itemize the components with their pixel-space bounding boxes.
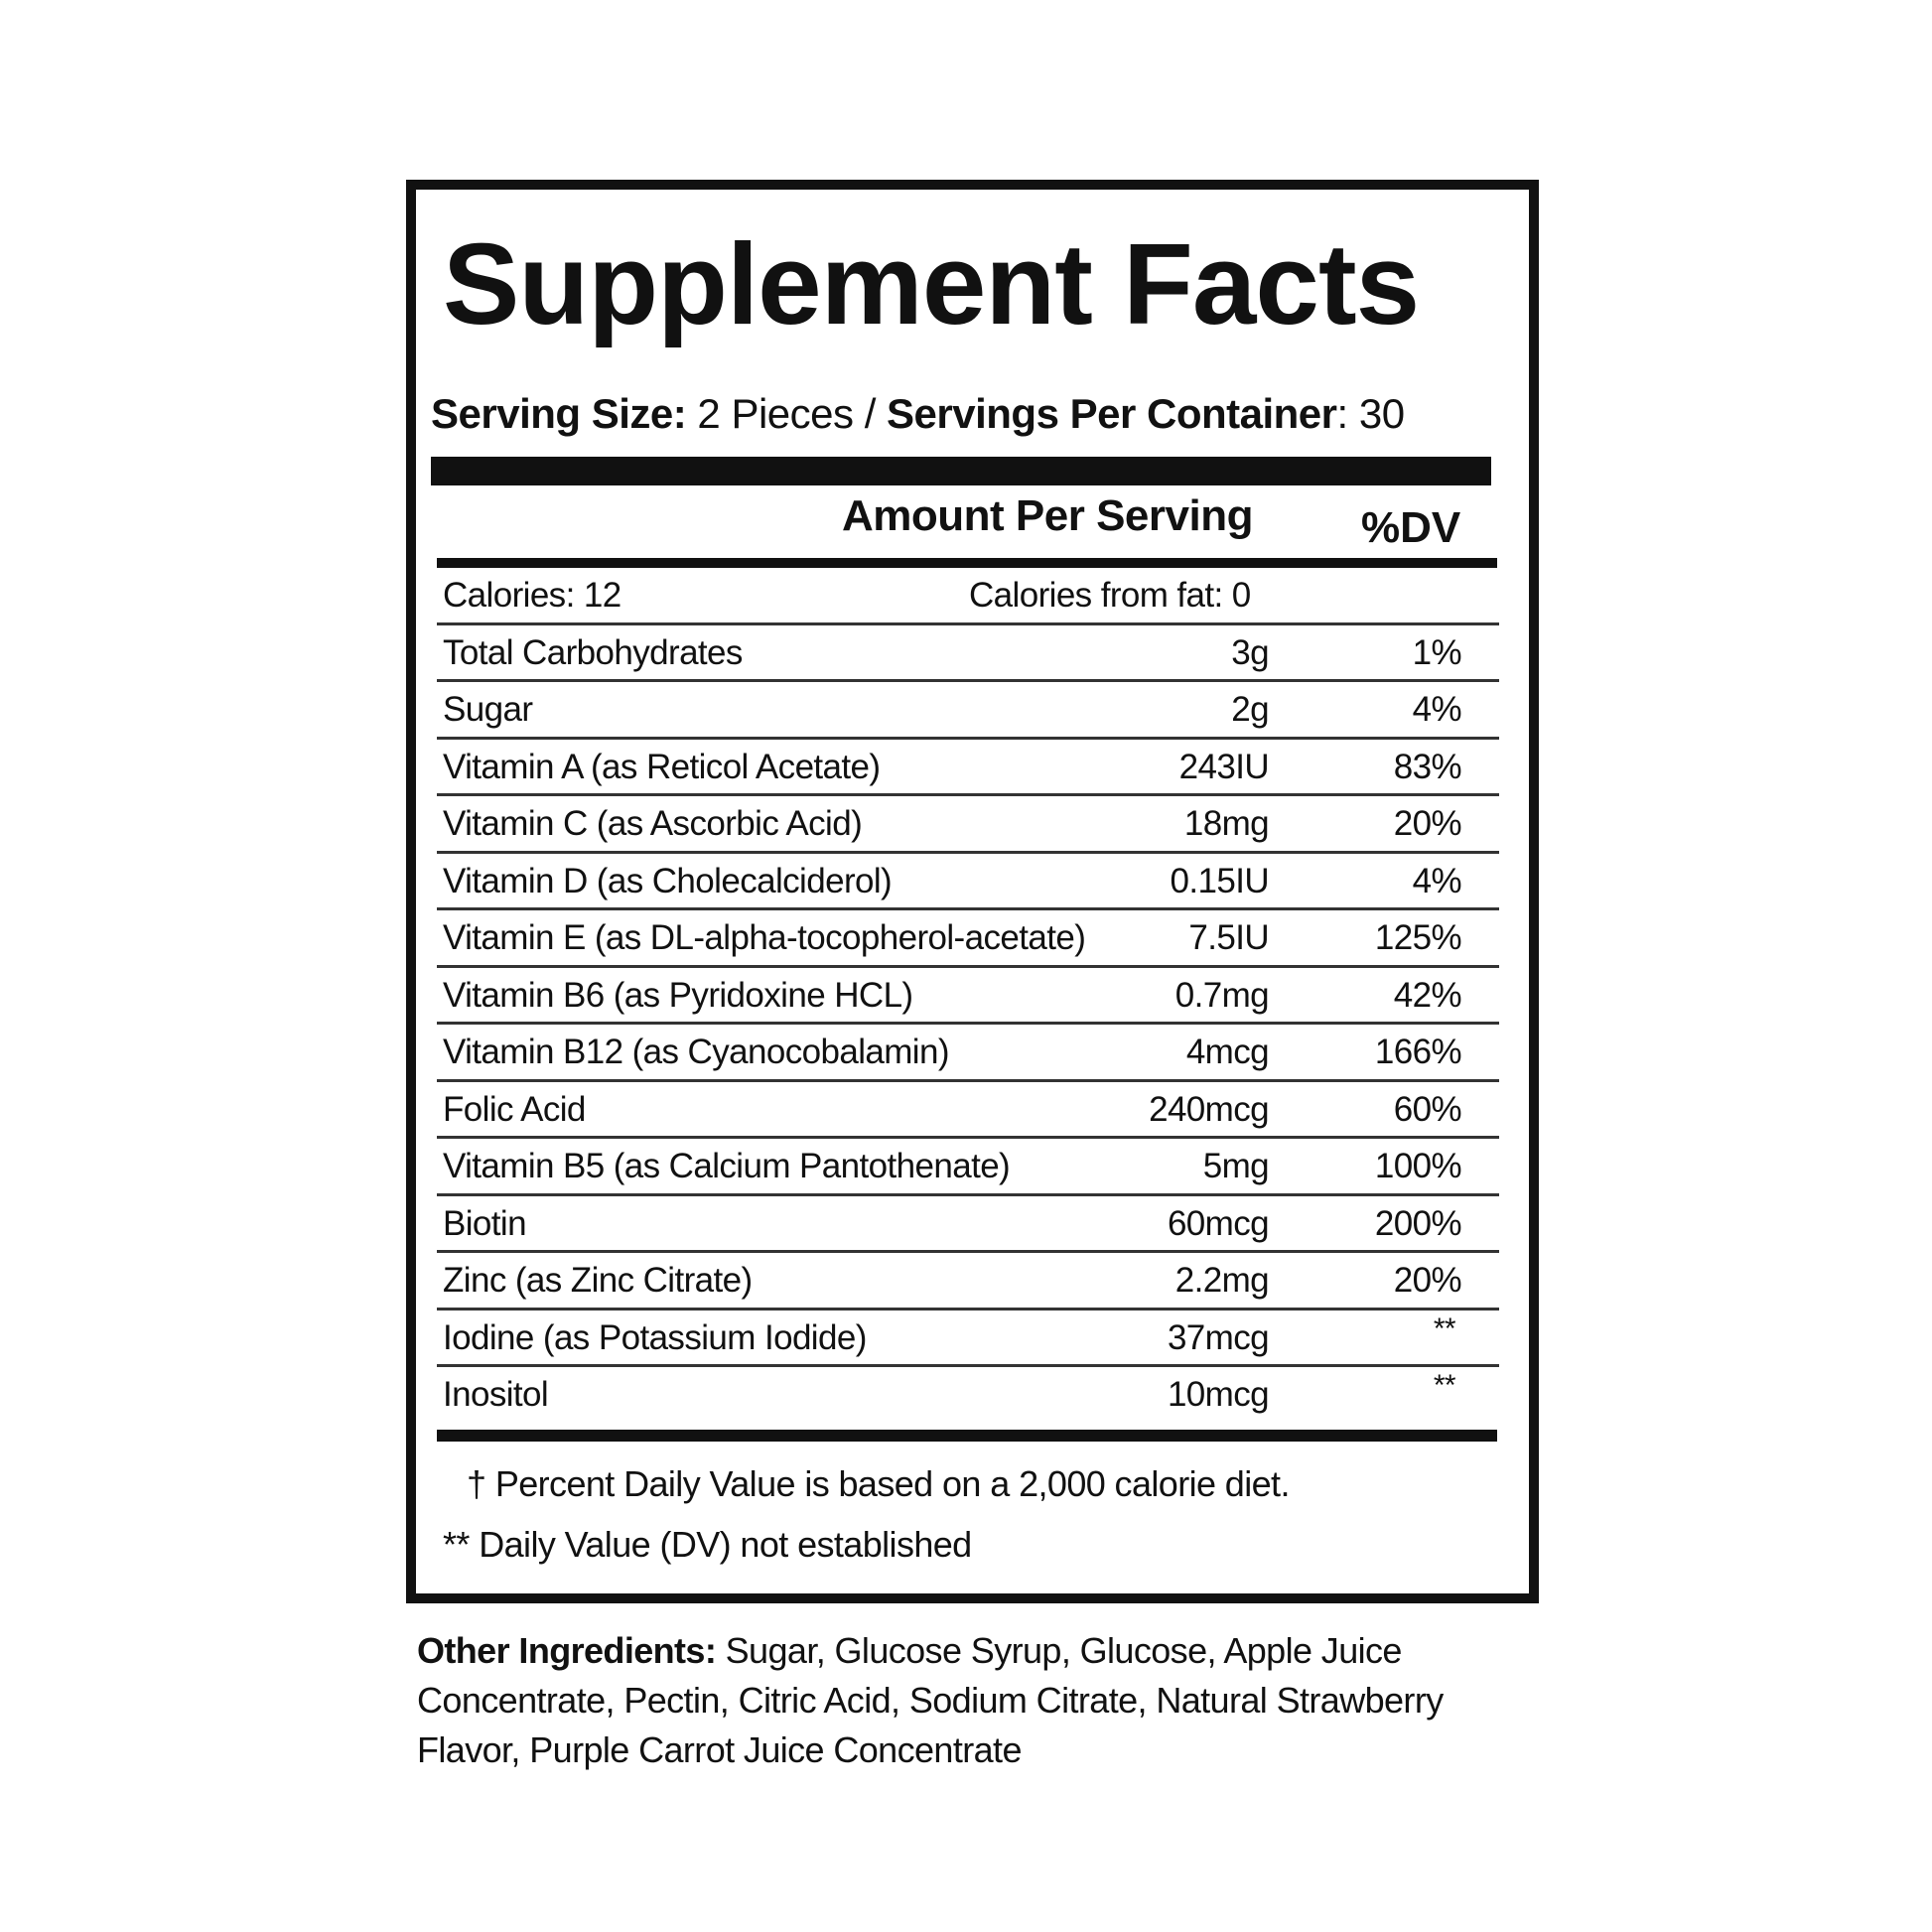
supplement-facts-panel <box>406 180 1539 1603</box>
nutrient-name: Inositol <box>443 1375 549 1414</box>
nutrient-name: Vitamin B6 (as Pyridoxine HCL) <box>443 975 913 1015</box>
nutrient-name: Total Carbohydrates <box>443 632 743 672</box>
nutrient-name: Iodine (as Potassium Iodide) <box>443 1317 867 1357</box>
nutrient-name: Vitamin B5 (as Calcium Pantothenate) <box>443 1147 1011 1185</box>
nutrient-row: Vitamin E (as DL-alpha-tocopherol-acetat… <box>437 910 1499 968</box>
nutrient-dv: 4% <box>1412 690 1462 729</box>
nutrient-row: Vitamin B12 (as Cyanocobalamin) 4mcg 166% <box>437 1025 1499 1082</box>
nutrient-dv: ** <box>1433 1369 1456 1402</box>
nutrient-name: Folic Acid <box>443 1089 586 1129</box>
nutrient-row: Biotin 60mcg 200% <box>437 1196 1499 1253</box>
nutrient-amount: 3g <box>1231 632 1269 672</box>
panel-title: Supplement Facts <box>443 219 1420 348</box>
footnote-not-established: ** Daily Value (DV) not established <box>443 1524 972 1565</box>
nutrient-dv: 200% <box>1374 1203 1462 1243</box>
nutrient-dv: ** <box>1433 1311 1456 1345</box>
nutrient-dv: 166% <box>1374 1033 1462 1071</box>
nutrient-row: Vitamin D (as Cholecalciderol) 0.15IU 4% <box>437 854 1499 910</box>
nutrient-dv: 60% <box>1393 1089 1462 1129</box>
nutrient-amount: 240mcg <box>1149 1089 1270 1129</box>
nutrient-name: Vitamin E (as DL-alpha-tocopherol-acetat… <box>443 918 1086 957</box>
nutrient-amount: 2.2mg <box>1174 1261 1270 1300</box>
nutrient-row: Vitamin C (as Ascorbic Acid) 18mg 20% <box>437 796 1499 854</box>
nutrient-amount: 60mcg <box>1167 1203 1270 1243</box>
serving-size-value: 2 Pieces / <box>686 390 888 437</box>
nutrient-row: Vitamin B6 (as Pyridoxine HCL) 0.7mg 42% <box>437 968 1499 1025</box>
nutrient-amount: 4mcg <box>1185 1033 1270 1071</box>
nutrient-amount: 243IU <box>1178 747 1270 786</box>
nutrient-row: Zinc (as Zinc Citrate) 2.2mg 20% <box>437 1253 1499 1311</box>
nutrient-row: Iodine (as Potassium Iodide) 37mcg ** <box>437 1311 1499 1367</box>
other-ingredients-text: Sugar, Glucose Syrup, Glucose, Apple Jui… <box>417 1630 1444 1770</box>
nutrient-row: Inositol 10mcg ** <box>437 1367 1499 1422</box>
dv-header: %DV <box>1361 503 1461 552</box>
nutrient-amount: 2g <box>1231 690 1269 729</box>
nutrient-dv: 100% <box>1374 1147 1462 1185</box>
nutrient-dv: 83% <box>1393 747 1462 786</box>
nutrient-dv: 4% <box>1412 861 1462 900</box>
nutrient-amount: 37mcg <box>1167 1317 1270 1357</box>
nutrient-name: Vitamin D (as Cholecalciderol) <box>443 861 893 900</box>
serving-info: Serving Size: 2 Pieces / Servings Per Co… <box>431 393 1405 435</box>
header-divider <box>437 558 1497 568</box>
nutrient-dv: 1% <box>1412 632 1462 672</box>
nutrient-row: Total Carbohydrates 3g 1% <box>437 625 1499 682</box>
nutrient-amount: 10mcg <box>1167 1375 1270 1414</box>
nutrient-amount: 0.15IU <box>1170 861 1269 900</box>
nutrient-name: Sugar <box>443 690 533 729</box>
nutrient-row: Sugar 2g 4% <box>437 682 1499 740</box>
nutrient-name: Vitamin B12 (as Cyanocobalamin) <box>443 1033 950 1071</box>
nutrient-amount: 0.7mg <box>1174 975 1270 1015</box>
amount-per-serving-header: Amount Per Serving <box>842 491 1253 540</box>
footnote-dv-basis: † Percent Daily Value is based on a 2,00… <box>467 1463 1290 1504</box>
nutrient-row: Vitamin A (as Reticol Acetate) 243IU 83% <box>437 740 1499 796</box>
nutrient-amount: 7.5IU <box>1188 918 1269 957</box>
thick-divider <box>431 457 1491 485</box>
nutrient-dv: 20% <box>1393 804 1462 843</box>
nutrient-name: Vitamin C (as Ascorbic Acid) <box>443 804 863 843</box>
nutrient-name: Biotin <box>443 1203 527 1243</box>
servings-per-container-label: Servings Per Container <box>887 390 1337 437</box>
serving-size-label: Serving Size: <box>431 390 687 437</box>
servings-per-container-value: : 30 <box>1336 390 1406 437</box>
nutrient-amount: 5mg <box>1202 1147 1270 1185</box>
nutrient-row: Vitamin B5 (as Calcium Pantothenate) 5mg 1… <box>437 1139 1499 1196</box>
nutrient-dv: 20% <box>1393 1261 1462 1300</box>
other-ingredients: Other Ingredients: Sugar, Glucose Syrup,… <box>417 1626 1519 1775</box>
calories-from-fat: Calories from fat: 0 <box>969 576 1251 615</box>
nutrient-name: Vitamin A (as Reticol Acetate) <box>443 747 881 786</box>
bottom-divider <box>437 1430 1497 1442</box>
nutrient-name: Zinc (as Zinc Citrate) <box>443 1261 753 1300</box>
calories-row: Calories: 12 Calories from fat: 0 <box>437 568 1499 625</box>
nutrient-row: Folic Acid 240mcg 60% <box>437 1082 1499 1139</box>
calories: Calories: 12 <box>443 576 621 615</box>
nutrient-table: Calories: 12 Calories from fat: 0 Total … <box>437 568 1499 1422</box>
nutrient-amount: 18mg <box>1183 804 1270 843</box>
other-ingredients-label: Other Ingredients: <box>417 1630 717 1671</box>
nutrient-dv: 42% <box>1393 975 1462 1015</box>
nutrient-dv: 125% <box>1374 918 1462 957</box>
